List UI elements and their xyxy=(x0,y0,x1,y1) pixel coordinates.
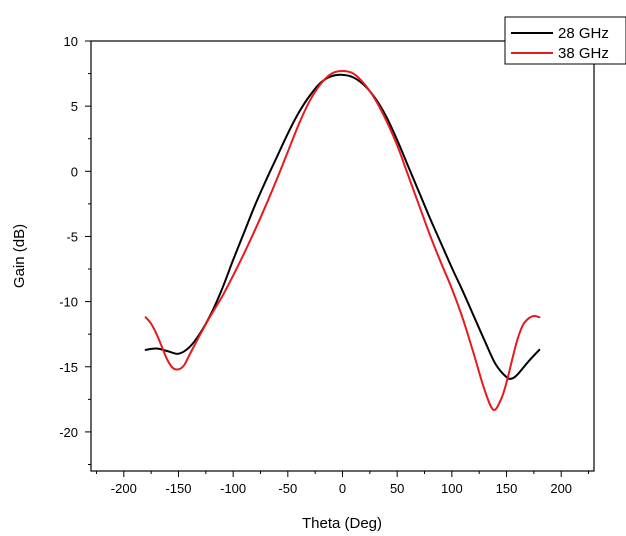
legend-label-28ghz: 28 GHz xyxy=(558,25,609,42)
x-tick-label: -50 xyxy=(278,481,297,496)
x-tick-label: -100 xyxy=(220,481,246,496)
series-line-28ghz xyxy=(144,73,541,380)
legend-label-38ghz: 38 GHz xyxy=(558,45,609,62)
x-tick-label: 150 xyxy=(496,481,518,496)
series-layer xyxy=(144,69,541,411)
legend: 28 GHz 38 GHz xyxy=(504,16,626,65)
x-axis-title: Theta (Deg) xyxy=(302,515,382,532)
x-tick-label: 0 xyxy=(339,481,346,496)
y-tick-label: -10 xyxy=(59,295,78,310)
series-line-38ghz xyxy=(144,69,541,411)
x-tick-label: -150 xyxy=(165,481,191,496)
y-tick-label: 10 xyxy=(64,34,78,49)
y-axis-title: Gain (dB) xyxy=(11,224,28,288)
x-tick-label: 100 xyxy=(441,481,463,496)
y-tick-label: -20 xyxy=(59,425,78,440)
x-tick-label: -200 xyxy=(111,481,137,496)
legend-box xyxy=(504,16,626,65)
plot-frame xyxy=(90,40,595,472)
x-tick-label: 200 xyxy=(550,481,572,496)
y-tick-label: -5 xyxy=(66,229,78,244)
y-tick-label: 5 xyxy=(71,99,78,114)
y-tick-label: -15 xyxy=(59,360,78,375)
x-tick-label: 50 xyxy=(390,481,404,496)
y-tick-label: 0 xyxy=(71,164,78,179)
axis-ticks: -200 -150 -100 -50 0 50 100 150 2001050-5-10-15-… xyxy=(59,34,590,496)
